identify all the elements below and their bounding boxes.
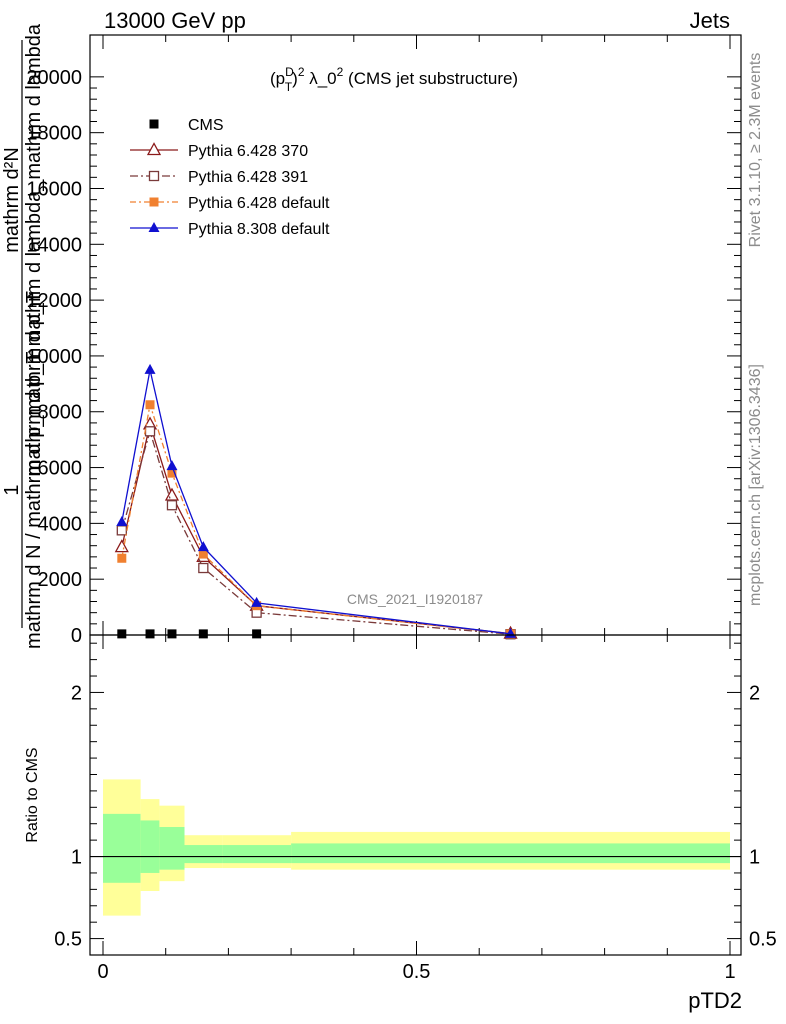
- analysis-watermark: CMS_2021_I1920187: [347, 591, 483, 607]
- series-line-pythia-6-428-370: [121, 421, 511, 635]
- ratio-ytick-label-right: 0.5: [749, 929, 777, 951]
- data-point-cms: [167, 629, 177, 639]
- ylabel-one: 1: [1, 484, 23, 495]
- main-ytick-label: 18000: [26, 123, 82, 145]
- ratio-frame: [89, 634, 742, 956]
- ratio-band-inner: [291, 843, 730, 864]
- mcplots-label: mcplots.cern.ch [arXiv:1306.3436]: [747, 364, 764, 606]
- x-axis-label: pTD2: [688, 988, 742, 1013]
- main-ytick-label: 6000: [38, 458, 83, 480]
- legend-label-pythia-6-428-370: Pythia 6.428 370: [188, 143, 308, 160]
- legend: CMS Pythia 6.428 370 Pythia 6.428 391 Pythi…: [130, 117, 330, 238]
- main-ytick-label: 16000: [26, 178, 82, 200]
- x-tick-label: 0.5: [403, 961, 431, 983]
- data-point-pythia-8-308-default: [166, 460, 178, 471]
- main-ytick-label: 0: [71, 625, 82, 647]
- ratio-ytick-label: 0.5: [54, 929, 82, 951]
- data-point-pythia-6-428-391: [166, 500, 178, 511]
- data-point-pythia-6-428-391: [116, 525, 127, 536]
- data-point-pythia-6-428-370: [114, 539, 129, 553]
- legend-marker-pythia-6-428-391: [148, 170, 160, 182]
- legend-label-pythia-6-428-default: Pythia 6.428 default: [188, 195, 330, 212]
- main-ytick-label: 14000: [26, 234, 82, 256]
- data-point-pythia-8-308-default: [116, 515, 128, 526]
- ratio-band-inner: [103, 813, 141, 883]
- ratio-ylabel: Ratio to CMS: [24, 747, 41, 842]
- data-point-pythia-8-308-default: [251, 596, 263, 607]
- x-tick-label: 0: [97, 961, 108, 983]
- data-point-cms: [145, 629, 155, 639]
- ratio-ytick-label-right: 1: [749, 847, 760, 869]
- main-plot: 0 2000 4000 6000 8000 10000 12000 14000 16000 180…: [1, 23, 742, 649]
- ratio-bands: [90, 779, 741, 916]
- main-ytick-label: 12000: [26, 290, 82, 312]
- data-point-cms: [252, 629, 262, 639]
- legend-label-cms: CMS: [188, 117, 224, 134]
- main-ylabel: mathrm d p_T mathrm d lambda_mathrm d la…: [1, 23, 45, 649]
- rivet-label: Rivet 3.1.10, ≥ 2.3M events: [747, 53, 764, 248]
- x-tick-label: 1: [724, 961, 735, 983]
- energy-label: 13000 GeV pp: [104, 8, 246, 33]
- ylabel-den: mathrm d N / mathrm d p_mathrm d p_T: [23, 291, 45, 649]
- ratio-band-inner: [140, 820, 160, 873]
- main-ytick-label: 10000: [26, 346, 82, 368]
- ylabel-num: mathrm d²N: [1, 147, 23, 253]
- chart-title: (pD T)2 λ_02 (CMS jet substructure): [270, 65, 518, 94]
- ratio-band-inner: [159, 827, 185, 870]
- legend-marker-pythia-6-428-370: [146, 142, 162, 156]
- legend-label-pythia-8-308-default: Pythia 8.308 default: [188, 221, 330, 238]
- ratio-band-inner: [184, 845, 223, 864]
- ratio-ytick-label: 2: [71, 682, 82, 704]
- data-point-pythia-6-428-default: [145, 400, 155, 410]
- series-line-pythia-6-428-default: [121, 404, 511, 635]
- data-point-pythia-6-428-default: [198, 549, 208, 559]
- ratio-band-inner: [222, 845, 292, 864]
- ratio-ytick-label: 1: [71, 847, 82, 869]
- data-point-pythia-8-308-default: [197, 541, 209, 552]
- series-line-pythia-8-308-default: [121, 369, 511, 635]
- data-point-pythia-8-308-default: [144, 363, 156, 374]
- data-point-cms: [117, 629, 127, 639]
- legend-label-pythia-6-428-391: Pythia 6.428 391: [188, 169, 308, 186]
- legend-marker-cms: [149, 119, 159, 129]
- ratio-plot: 0.5 0.5 1 1 2 2 0 0.5 1 Ratio to CMS pTD2: [24, 634, 777, 1013]
- data-point-pythia-6-428-391: [144, 426, 156, 437]
- data-point-pythia-6-428-default: [167, 468, 177, 478]
- data-point-cms: [198, 629, 208, 639]
- main-ytick-label: 8000: [38, 402, 83, 424]
- main-ytick-label: 20000: [26, 67, 82, 89]
- main-ytick-label: 4000: [38, 513, 83, 535]
- legend-marker-pythia-6-428-default: [149, 197, 159, 207]
- data-point-pythia-6-428-391: [198, 562, 209, 574]
- series-line-pythia-6-428-391: [121, 428, 511, 635]
- ylabel-top: mathrm d p_T mathrm d lambda_mathrm d la…: [23, 23, 45, 476]
- main-ytick-label: 2000: [38, 569, 83, 591]
- category-label: Jets: [690, 8, 730, 33]
- ratio-ytick-label-right: 2: [749, 682, 760, 704]
- data-point-pythia-6-428-default: [117, 553, 127, 563]
- legend-marker-pythia-8-308-default: [148, 222, 160, 232]
